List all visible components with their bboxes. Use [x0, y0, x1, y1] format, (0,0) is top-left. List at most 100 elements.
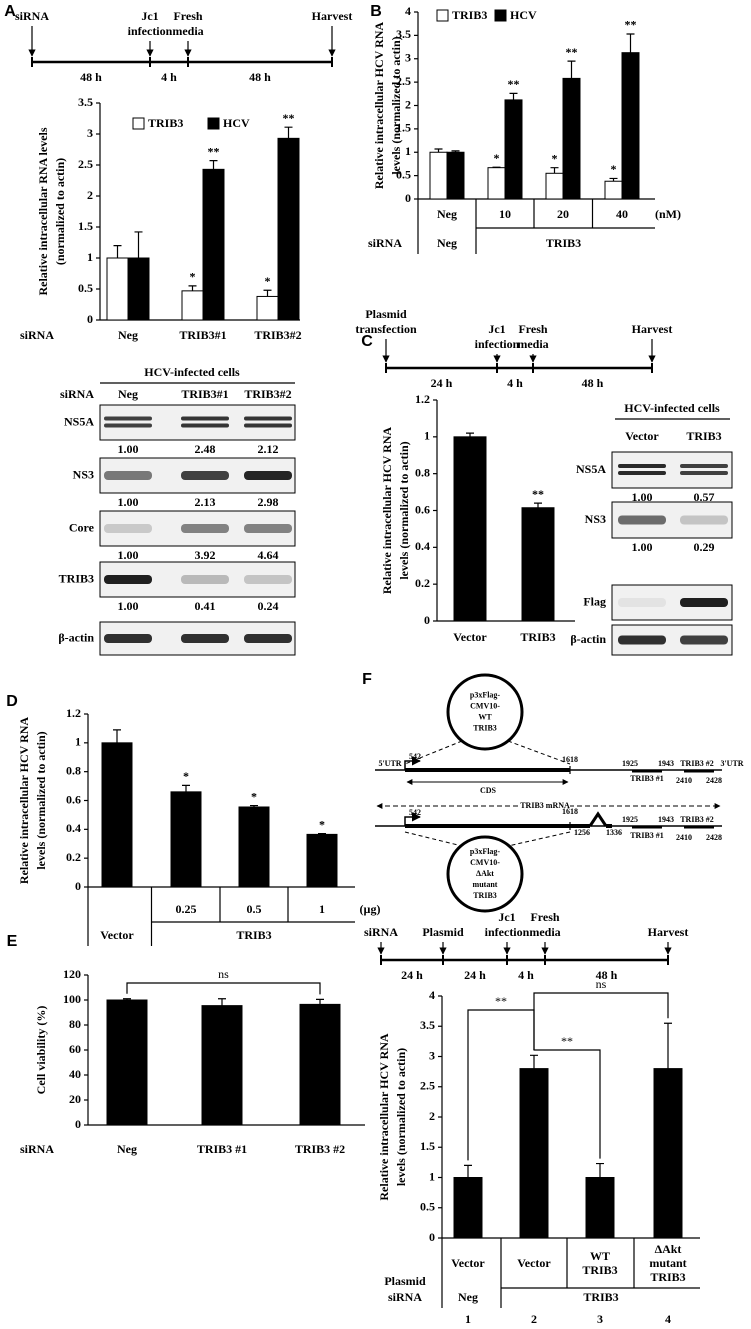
error-bar: [209, 160, 218, 170]
x-tick-label: TRIB3: [650, 1270, 685, 1284]
error-bar: [188, 285, 197, 291]
bracket-label: **: [561, 1034, 573, 1048]
timeline-interval: 48 h: [249, 70, 271, 84]
blot-row-label: NS5A: [64, 414, 94, 428]
quantification: 1.00: [118, 442, 139, 456]
quantification: 1.00: [632, 540, 653, 554]
y-tick-label: 3.5: [420, 1018, 435, 1032]
bar: [181, 290, 204, 321]
band: [618, 598, 666, 607]
error-bar: [567, 60, 576, 79]
timeline-interval: 4 h: [161, 70, 177, 84]
blot-row-label: NS5A: [576, 462, 606, 476]
schematic-label: 2410: [676, 776, 692, 785]
schematic-label: 1336: [606, 828, 622, 837]
group-label: TRIB3: [546, 236, 581, 250]
quantification: 0.57: [694, 490, 715, 504]
band: [618, 635, 666, 645]
quantification: 3.92: [195, 548, 216, 562]
legend-swatch: [494, 9, 507, 22]
y-tick-label: 1.5: [396, 121, 411, 135]
timeline-event: Plasmid: [422, 925, 464, 939]
timeline-event: Harvest: [648, 925, 689, 939]
blot-row-label: Flag: [583, 594, 606, 608]
bar: [487, 167, 506, 200]
plasmid-label: TRIB3: [473, 723, 497, 732]
bracket-label: ns: [218, 967, 229, 981]
bar: [521, 507, 555, 622]
schematic-label: 1618: [562, 755, 578, 764]
x-tick-label: TRIB3#1: [179, 328, 226, 342]
timeline-event: Jc1: [141, 9, 158, 23]
timeline-interval: 24 h: [464, 968, 486, 982]
y-tick-label: 2: [405, 97, 411, 111]
error-bar: [316, 998, 324, 1005]
x-tick-label: Vector: [453, 630, 487, 644]
schematic-label: 3'UTR: [720, 759, 743, 768]
timeline-event: siRNA: [15, 9, 49, 23]
deletion: [588, 811, 608, 827]
panel-label: F: [362, 671, 372, 688]
quantification: 2.98: [258, 495, 279, 509]
significance-label: *: [190, 270, 196, 284]
panel-label: C: [361, 333, 373, 350]
schematic-label: TRIB3 #2: [680, 759, 714, 768]
bar: [306, 833, 338, 888]
y-tick-label: 0.5: [396, 167, 411, 181]
group-label: Vector: [100, 928, 134, 942]
bar: [256, 295, 279, 321]
y-tick-label: 0.5: [78, 281, 93, 295]
blot-row-label: β-actin: [58, 630, 94, 644]
error-bar: [664, 1022, 672, 1069]
y-tick-label: 40: [69, 1067, 81, 1081]
lane-number: 4: [665, 1312, 671, 1326]
lane-number: 2: [531, 1312, 537, 1326]
timeline-interval: 48 h: [596, 968, 618, 982]
bar: [519, 1068, 549, 1239]
bar: [453, 1177, 483, 1239]
timeline-event: Fresh: [518, 322, 547, 336]
timeline-event: infection: [128, 24, 173, 38]
y-tick-label: 1: [87, 250, 93, 264]
bar: [106, 257, 129, 321]
lane-label: TRIB3#2: [244, 387, 291, 401]
x-tick-label: Neg: [118, 328, 138, 342]
band: [680, 471, 728, 475]
x-tick-label: WT: [590, 1249, 610, 1263]
band: [244, 524, 292, 533]
y-axis-label: Relative intracellular HCV RNA: [17, 717, 31, 885]
blot-row-label: NS3: [585, 512, 606, 526]
y-tick-label: 1.5: [78, 219, 93, 233]
band: [104, 634, 152, 643]
y-tick-label: 0.8: [415, 465, 430, 479]
panel-label: E: [7, 933, 18, 950]
schematic-label: 1256: [574, 828, 590, 837]
significance-label: *: [251, 789, 257, 803]
band: [104, 416, 152, 421]
y-tick-label: 4: [429, 988, 435, 1002]
error-bar: [464, 1164, 472, 1178]
band: [680, 598, 728, 607]
band: [181, 634, 229, 643]
quantification: 4.64: [258, 548, 279, 562]
quantification: 0.29: [694, 540, 715, 554]
x-tick-label: Neg: [437, 207, 457, 221]
band: [244, 575, 292, 584]
bar: [545, 172, 564, 200]
legend-swatch: [207, 117, 220, 130]
y-tick-label: 1.2: [415, 392, 430, 406]
band: [680, 464, 728, 468]
x-tick-label: 20: [557, 207, 569, 221]
quantification: 1.00: [118, 495, 139, 509]
bar: [446, 151, 465, 200]
error-bar: [113, 245, 122, 258]
error-bar: [451, 150, 460, 153]
y-tick-label: 1.2: [66, 706, 81, 720]
y-tick-label: 1: [424, 429, 430, 443]
y-tick-label: 20: [69, 1092, 81, 1106]
quantification: 1.00: [632, 490, 653, 504]
lane-number: 1: [465, 1312, 471, 1326]
x-tick-label: 40: [616, 207, 628, 221]
start-arrow: [404, 756, 421, 770]
